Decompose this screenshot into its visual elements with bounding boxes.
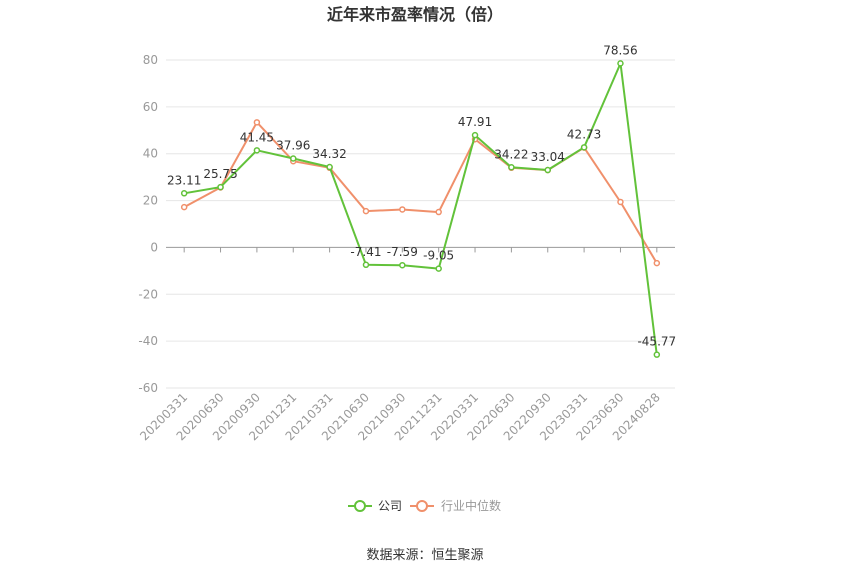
- data-point-industry-median: [653, 259, 661, 267]
- legend-industry-median-marker: [416, 500, 428, 512]
- data-point-industry-median: [399, 206, 406, 213]
- data-point-industry-median: [435, 208, 442, 216]
- data-label-company: -9.05: [423, 249, 454, 263]
- y-tick-label: -40: [138, 334, 158, 348]
- data-label-company: 37.96: [276, 138, 310, 152]
- data-label-company: 41.45: [240, 130, 274, 144]
- x-axis: 2020033120200630202009302020123120210331…: [137, 247, 663, 443]
- y-tick-label: -60: [138, 381, 158, 395]
- data-label-company: 78.56: [603, 43, 637, 57]
- gridlines: [166, 59, 675, 389]
- data-label-company: -7.59: [387, 245, 418, 259]
- data-point-company: [508, 164, 515, 171]
- series-line-company: [184, 62, 658, 355]
- data-label-company: 25.75: [203, 167, 237, 181]
- data-point-industry-median: [617, 198, 624, 206]
- data-label-company: 33.04: [531, 150, 565, 164]
- data-point-company: [580, 144, 588, 151]
- data-label-company: -7.41: [350, 245, 381, 259]
- data-point-company: [362, 261, 370, 269]
- data-point-company: [617, 60, 624, 67]
- series-lines: [180, 60, 661, 358]
- legend-company-marker: [354, 500, 366, 512]
- y-tick-label: -20: [138, 287, 158, 301]
- y-tick-label: 0: [150, 240, 158, 254]
- y-tick-label: 60: [143, 100, 158, 114]
- data-point-company: [653, 351, 661, 358]
- data-label-company: 47.91: [458, 115, 492, 129]
- data-point-company: [326, 163, 333, 171]
- data-label-company: 42.73: [567, 127, 601, 141]
- data-label-company: 23.11: [167, 173, 201, 187]
- data-label-company: 34.32: [312, 147, 346, 161]
- data-point-company: [471, 131, 479, 139]
- data-point-company: [290, 155, 297, 162]
- data-point-company: [217, 183, 224, 191]
- chart-title: 近年来市盈率情况（倍）: [327, 5, 503, 24]
- data-point-industry-median: [253, 119, 261, 126]
- y-tick-label: 80: [143, 53, 158, 67]
- data-label-company: -45.77: [637, 335, 676, 349]
- y-tick-label: 20: [143, 194, 158, 208]
- data-point-company: [435, 265, 442, 272]
- data-label-company: 34.22: [494, 147, 528, 161]
- data-source: 数据来源：恒生聚源: [366, 548, 483, 563]
- legend-item-industry-median[interactable]: 行业中位数: [410, 498, 501, 513]
- data-point-company: [544, 166, 551, 174]
- legend-company-label: 公司: [378, 499, 402, 513]
- y-tick-label: 40: [143, 147, 158, 161]
- data-point-industry-median: [180, 203, 188, 211]
- data-point-company: [399, 261, 406, 269]
- y-axis: 80 60 40 20 0 -20 -40 -60: [138, 53, 158, 395]
- legend: 公司 行业中位数: [348, 498, 501, 513]
- data-point-company: [253, 147, 261, 154]
- legend-industry-median-label: 行业中位数: [441, 498, 501, 513]
- legend-item-company[interactable]: 公司: [348, 499, 402, 513]
- data-point-company: [180, 190, 188, 197]
- data-point-industry-median: [362, 207, 370, 215]
